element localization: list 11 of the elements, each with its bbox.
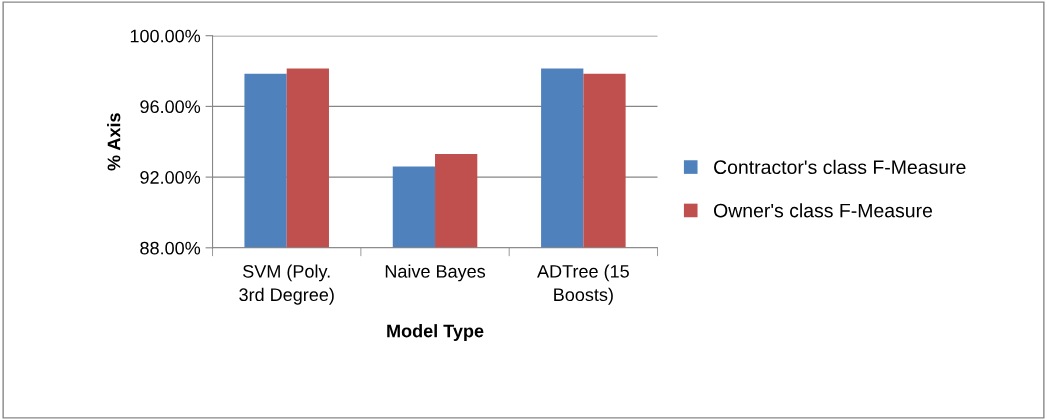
x-axis-title: Model Type — [387, 324, 484, 341]
x-tick-label: SVM (Poly. 3rd Degree) — [239, 264, 334, 305]
y-tick-label: 100.00% — [130, 29, 201, 43]
y-axis-title: % Axis — [107, 113, 121, 171]
legend-label: Owner's class F-Measure — [714, 203, 933, 218]
legend-label: Contractor's class F-Measure — [714, 159, 966, 175]
y-tick-label: 92.00% — [140, 171, 201, 184]
y-tick-label: 96.00% — [140, 100, 201, 114]
y-tick-label: 88.00% — [140, 241, 201, 255]
x-tick-label: Naive Bayes — [385, 264, 486, 282]
x-tick-label: ADTree (15 Boosts) — [537, 264, 629, 305]
